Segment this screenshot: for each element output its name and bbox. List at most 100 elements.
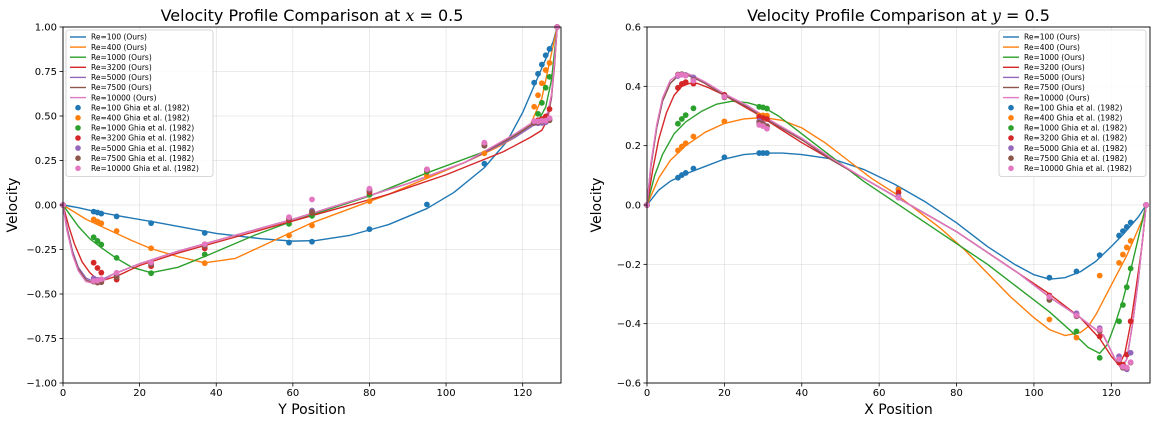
legend-label-re-3200-ours: Re=3200 (Ours) [91, 63, 152, 72]
y-tick-label: −0.75 [26, 334, 57, 345]
point-re-100-ghia-et-al-1982 [201, 230, 208, 236]
legend-label-re-400-ghia-et-al-1982: Re=400 Ghia et al. (1982) [91, 114, 190, 123]
x-tick-label: 80 [363, 388, 376, 399]
point-re-400-ghia-et-al-1982 [535, 92, 541, 99]
legend-marker-re-400-ghia-et-al-1982 [75, 115, 81, 121]
title-suffix: = 0.5 [1001, 6, 1050, 25]
scatter-points [644, 71, 1150, 373]
point-re-1000-ghia-et-al-1982 [201, 251, 208, 258]
point-re-100-ghia-et-al-1982 [148, 220, 155, 227]
x-tick-label: 0 [644, 388, 650, 399]
x-tick-label: 20 [718, 388, 731, 399]
legend-marker-re-3200-ghia-et-al-1982 [1008, 135, 1014, 141]
legend-marker-re-3200-ghia-et-al-1982 [75, 135, 81, 141]
point-re-1000-ghia-et-al-1982 [675, 120, 681, 127]
point-re-400-ghia-et-al-1982 [366, 198, 373, 205]
point-re-10000-ghia-et-al-1982 [764, 125, 770, 132]
point-re-10000-ghia-et-al-1982 [1127, 359, 1134, 366]
point-re-3200-ghia-et-al-1982 [1096, 333, 1103, 340]
point-re-10000-ghia-et-al-1982 [113, 269, 120, 276]
point-re-400-ghia-et-al-1982 [690, 133, 697, 140]
point-re-10000-ghia-et-al-1982 [1073, 312, 1080, 319]
point-re-400-ghia-et-al-1982 [1120, 251, 1126, 258]
point-re-400-ghia-et-al-1982 [286, 232, 292, 239]
y-tick-label: 0.4 [625, 82, 641, 93]
y-tick-label: −0.2 [617, 260, 641, 271]
y-tick-label: −0.6 [617, 379, 641, 390]
point-re-10000-ghia-et-al-1982 [682, 72, 689, 79]
legend-label-re-100-ghia-et-al-1982: Re=100 Ghia et al. (1982) [1024, 103, 1123, 112]
legend-label-re-1000-ghia-et-al-1982: Re=1000 Ghia et al. (1982) [1024, 124, 1127, 133]
x-tick-label: 100 [437, 388, 456, 399]
series-line-re-400-ours [647, 116, 1147, 337]
point-re-400-ghia-et-al-1982 [148, 245, 155, 252]
legend-label-re-5000-ghia-et-al-1982: Re=5000 Ghia et al. (1982) [91, 144, 194, 153]
y-axis-title: Velocity [589, 178, 605, 233]
title-prefix: Velocity Profile Comparison at [161, 6, 406, 25]
point-re-400-ghia-et-al-1982 [721, 118, 728, 125]
point-re-10000-ghia-et-al-1982 [895, 194, 902, 201]
y-tick-label: 0.25 [35, 156, 57, 167]
point-re-100-ghia-et-al-1982 [1046, 274, 1053, 281]
legend-label-re-10000-ghia-et-al-1982: Re=10000 Ghia et al. (1982) [91, 164, 199, 173]
legend-marker-re-1000-ghia-et-al-1982 [1008, 125, 1014, 131]
x-tick-label: 120 [1102, 388, 1121, 399]
point-re-100-ghia-et-al-1982 [98, 210, 105, 217]
legend-label-re-100-ghia-et-al-1982: Re=100 Ghia et al. (1982) [91, 103, 190, 112]
point-re-400-ghia-et-al-1982 [98, 220, 105, 227]
point-re-10000-ghia-et-al-1982 [1143, 202, 1150, 208]
legend-marker-re-5000-ghia-et-al-1982 [1008, 145, 1014, 151]
point-re-1000-ghia-et-al-1982 [678, 116, 685, 122]
point-re-1000-ghia-et-al-1982 [94, 238, 101, 244]
point-re-400-ghia-et-al-1982 [531, 103, 538, 110]
point-re-1000-ghia-et-al-1982 [1120, 302, 1126, 308]
y-tick-label: 0.00 [35, 201, 57, 212]
point-re-1000-ghia-et-al-1982 [764, 105, 770, 112]
point-re-3200-ghia-et-al-1982 [1127, 318, 1134, 325]
scatter-points [60, 24, 561, 286]
legend-label-re-1000-ghia-et-al-1982: Re=1000 Ghia et al. (1982) [91, 124, 194, 133]
legend-marker-re-7500-ghia-et-al-1982 [1008, 155, 1014, 161]
legend-box [998, 29, 1147, 177]
point-re-400-ghia-et-al-1982 [424, 173, 430, 179]
legend-label-re-1000-ours: Re=1000 (Ours) [91, 53, 152, 62]
point-re-10000-ghia-et-al-1982 [721, 93, 728, 100]
point-re-400-ghia-et-al-1982 [546, 60, 553, 66]
point-re-400-ghia-et-al-1982 [309, 222, 315, 229]
y-tick-label: 0.6 [625, 23, 641, 34]
point-re-400-ghia-et-al-1982 [678, 143, 685, 150]
series-line-re-1000-ours [647, 100, 1147, 355]
point-re-1000-ghia-et-al-1982 [113, 254, 120, 261]
legend-marker-re-10000-ghia-et-al-1982 [75, 165, 81, 172]
chart-right: 0 20 40 60 80 100 120 −0.6 −0.4 −0.2 0.0 0.2 0.4 0.6 X… [589, 6, 1151, 418]
point-re-1000-ghia-et-al-1982 [98, 241, 105, 248]
x-tick-label: 60 [286, 388, 299, 399]
x-tick-label: 40 [795, 388, 808, 399]
legend-box [65, 29, 214, 177]
y-tick-label: 0.75 [35, 67, 57, 78]
legend-label-re-10000-ours: Re=10000 (Ours) [91, 93, 157, 102]
y-tick-label: 0.2 [625, 141, 641, 152]
legend-label-re-5000-ours: Re=5000 (Ours) [1024, 73, 1085, 82]
legend-label-re-10000-ours: Re=10000 (Ours) [1024, 93, 1090, 102]
point-re-100-ghia-et-al-1982 [1073, 268, 1080, 275]
legend-label-re-10000-ghia-et-al-1982: Re=10000 Ghia et al. (1982) [1024, 164, 1132, 173]
x-tick-label: 60 [873, 388, 886, 399]
y-tick-label: −1.00 [26, 379, 57, 390]
point-re-3200-ghia-et-al-1982 [675, 84, 681, 91]
point-re-100-ghia-et-al-1982 [1096, 252, 1103, 259]
legend-label-re-7500-ours: Re=7500 (Ours) [1024, 83, 1085, 92]
point-re-100-ghia-et-al-1982 [286, 239, 292, 246]
point-re-1000-ghia-et-al-1982 [1096, 354, 1103, 361]
point-re-400-ghia-et-al-1982 [1123, 244, 1130, 251]
legend-marker-re-100-ghia-et-al-1982 [1008, 104, 1014, 111]
point-re-1000-ghia-et-al-1982 [1073, 328, 1080, 335]
point-re-10000-ghia-et-al-1982 [309, 196, 315, 203]
chart-title: Velocity Profile Comparison at y = 0.5 [747, 6, 1050, 25]
legend-label-re-7500-ghia-et-al-1982: Re=7500 Ghia et al. (1982) [91, 154, 194, 163]
point-re-5000-ghia-et-al-1982 [1127, 349, 1134, 356]
point-re-400-ghia-et-al-1982 [481, 150, 488, 157]
point-re-3200-ghia-et-al-1982 [98, 269, 105, 276]
legend: Re=100 (Ours)Re=400 (Ours)Re=1000 (Ours)… [65, 29, 214, 177]
